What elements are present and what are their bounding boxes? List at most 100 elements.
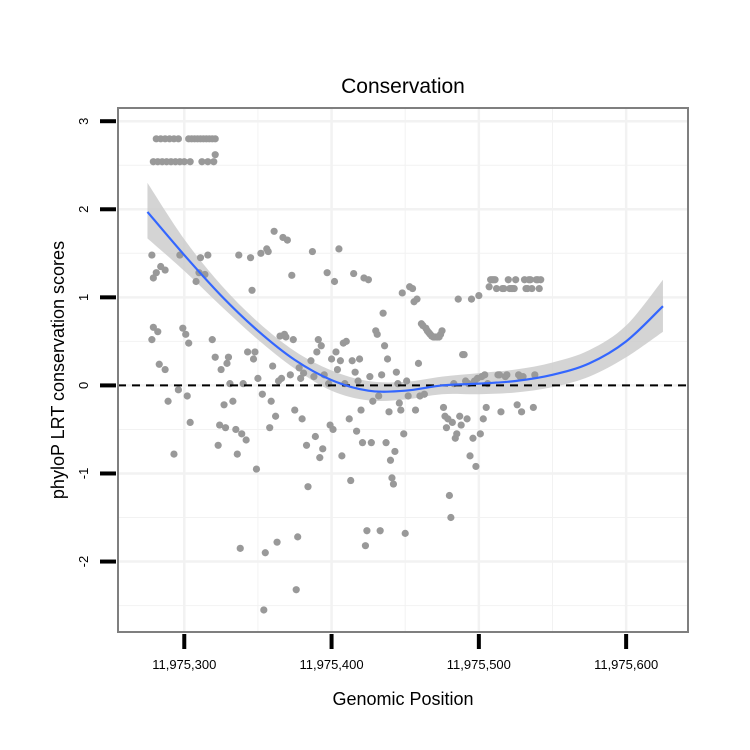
data-point [364, 276, 372, 284]
chart-title: Conservation [341, 75, 465, 98]
data-point [288, 271, 296, 279]
data-point [299, 369, 308, 377]
data-point [216, 421, 224, 429]
data-point [235, 251, 243, 259]
data-point [238, 430, 246, 438]
data-point [526, 276, 535, 284]
data-point [398, 289, 406, 297]
data-point [149, 274, 157, 282]
data-point [307, 357, 315, 365]
data-point [460, 350, 468, 359]
data-point [382, 439, 390, 447]
data-point [482, 403, 490, 412]
data-point [302, 441, 311, 449]
data-point [353, 427, 361, 435]
data-point [479, 415, 487, 423]
data-point [400, 430, 408, 438]
data-point [311, 432, 319, 441]
data-point [335, 245, 343, 253]
data-point [258, 390, 266, 398]
fit-line-group [146, 211, 664, 393]
data-point [385, 408, 393, 416]
data-point [492, 284, 501, 293]
data-point [391, 447, 399, 456]
data-point [348, 357, 356, 365]
data-point [180, 158, 188, 166]
data-point [386, 456, 395, 464]
data-point [314, 336, 322, 344]
data-point [485, 283, 493, 291]
data-point [264, 247, 272, 256]
data-point [236, 544, 244, 552]
data-point [242, 436, 250, 444]
data-point [466, 452, 474, 460]
data-point [411, 406, 420, 414]
data-point [351, 368, 359, 376]
data-point [414, 359, 423, 367]
data-point [148, 336, 156, 344]
data-point [347, 476, 355, 485]
fit-line [146, 211, 664, 393]
data-point [277, 374, 286, 382]
data-point [469, 434, 477, 442]
x-tick-label: 11,975,500 [447, 657, 511, 672]
data-point [244, 348, 252, 356]
data-point [210, 158, 218, 166]
data-point [246, 254, 255, 262]
data-point [211, 135, 219, 143]
data-point [519, 373, 527, 381]
data-point [208, 336, 216, 344]
data-point [379, 309, 387, 317]
data-point [232, 425, 240, 434]
data-point [270, 227, 278, 235]
data-point [186, 418, 194, 426]
data-point [535, 284, 543, 293]
data-point [319, 445, 327, 453]
gridlines [118, 108, 688, 632]
data-point [149, 323, 157, 331]
data-point [286, 371, 294, 379]
data-point [413, 295, 421, 303]
data-point [204, 251, 212, 259]
data-point [261, 549, 269, 557]
data-point [249, 355, 258, 363]
data-point [395, 399, 403, 407]
data-point [361, 542, 370, 550]
data-point [251, 348, 259, 356]
data-point [260, 606, 268, 614]
data-point [504, 276, 512, 284]
x-tick-label: 11,975,600 [594, 657, 658, 672]
data-point [183, 392, 191, 400]
data-point [174, 135, 182, 143]
y-tick-label: 2 [76, 206, 91, 213]
data-point [439, 403, 448, 412]
data-point [517, 408, 526, 416]
y-tick-label: -1 [76, 468, 91, 480]
data-point [214, 441, 222, 449]
data-point [304, 483, 312, 491]
data-point [211, 151, 219, 159]
data-point [211, 353, 219, 361]
y-tick-label: 3 [76, 118, 91, 125]
data-point [404, 392, 412, 400]
data-point [273, 538, 281, 546]
data-point [310, 373, 318, 381]
plot-frame [117, 107, 689, 633]
data-point [350, 269, 358, 278]
data-point [380, 342, 389, 350]
data-point [420, 390, 428, 398]
data-point [512, 276, 520, 284]
data-point [266, 424, 274, 432]
data-point [363, 527, 371, 535]
y-axis-label: phyloP LRT conservation scores [48, 241, 68, 499]
data-point [267, 397, 275, 405]
data-point [332, 348, 340, 356]
data-point [529, 403, 537, 412]
data-point [154, 328, 162, 336]
data-point [503, 371, 511, 379]
y-tick-label: 1 [76, 294, 91, 301]
data-point [229, 397, 237, 405]
data-point [297, 374, 305, 382]
data-point [358, 439, 367, 447]
data-point [192, 277, 200, 286]
